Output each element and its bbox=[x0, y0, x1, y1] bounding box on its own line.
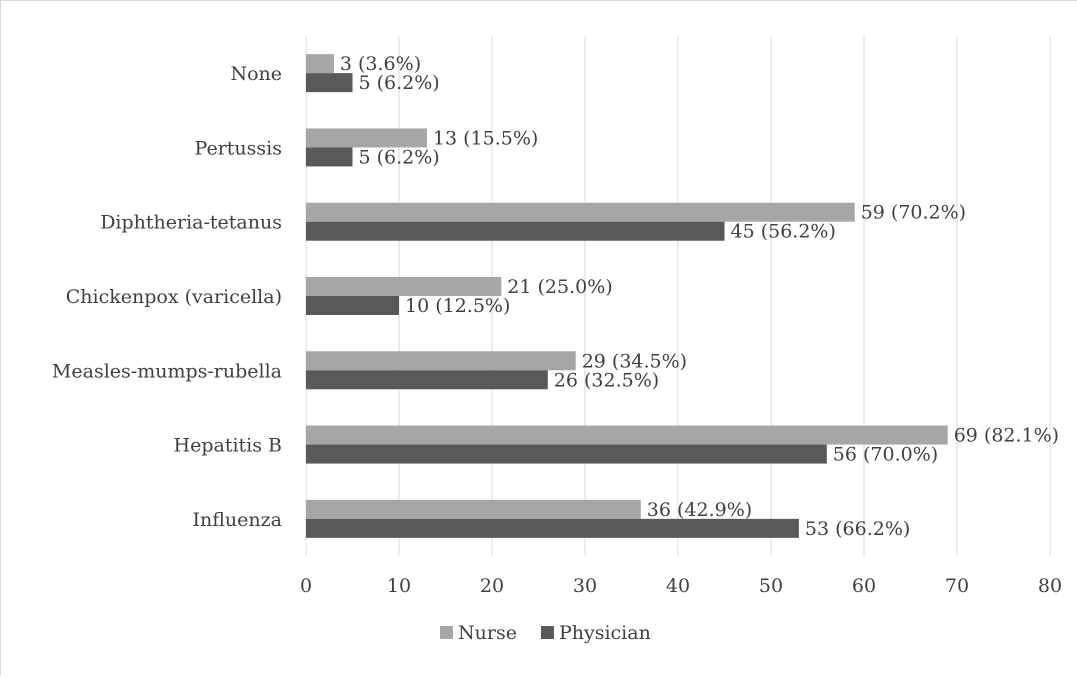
x-tick-label: 80 bbox=[1038, 575, 1062, 597]
category-label: Diphtheria-tetanus bbox=[100, 212, 282, 234]
x-tick-label: 20 bbox=[480, 575, 504, 597]
data-label-physician: 53 (66.2%) bbox=[805, 518, 910, 540]
data-label-physician: 26 (32.5%) bbox=[554, 369, 659, 391]
bar-physician-0 bbox=[306, 73, 353, 93]
grid-lines bbox=[305, 36, 1051, 556]
bar-nurse-0 bbox=[306, 54, 334, 74]
category-label: None bbox=[230, 63, 282, 85]
x-axis-tick-labels: 0 10 20 30 40 50 60 70 80 bbox=[300, 575, 1062, 597]
bar-physician-2 bbox=[306, 221, 725, 241]
category-label: Pertussis bbox=[195, 137, 282, 159]
data-label-physician: 45 (56.2%) bbox=[731, 221, 836, 243]
data-label-physician: 5 (6.2%) bbox=[359, 72, 440, 94]
data-label-nurse: 36 (42.9%) bbox=[647, 499, 752, 521]
data-label-nurse: 13 (15.5%) bbox=[433, 127, 538, 149]
bar-physician-4 bbox=[306, 370, 548, 390]
bar-nurse-4 bbox=[306, 351, 576, 371]
data-label-nurse: 29 (34.5%) bbox=[582, 350, 687, 372]
data-label-physician: 5 (6.2%) bbox=[359, 146, 440, 168]
legend-swatch-nurse bbox=[440, 626, 453, 639]
x-tick-label: 10 bbox=[387, 575, 411, 597]
legend-label-physician: Physician bbox=[559, 622, 651, 644]
bar-physician-1 bbox=[306, 147, 353, 167]
category-label: Chickenpox (varicella) bbox=[66, 286, 282, 308]
x-tick-label: 0 bbox=[300, 575, 312, 597]
bar-nurse-3 bbox=[306, 277, 502, 296]
x-tick-label: 40 bbox=[666, 575, 690, 597]
legend-swatch-physician bbox=[540, 626, 554, 639]
bar-physician-3 bbox=[306, 296, 399, 315]
bar-nurse-1 bbox=[306, 128, 427, 148]
category-label: Influenza bbox=[193, 509, 282, 531]
x-tick-label: 70 bbox=[945, 575, 969, 597]
data-label-nurse: 3 (3.6%) bbox=[340, 53, 421, 75]
data-labels: 3 (3.6%)5 (6.2%)13 (15.5%)5 (6.2%)59 (70… bbox=[340, 53, 1059, 540]
bar-physician-5 bbox=[306, 444, 827, 464]
data-label-nurse: 69 (82.1%) bbox=[954, 425, 1059, 447]
category-label: Hepatitis B bbox=[174, 435, 282, 457]
bar-nurse-5 bbox=[306, 425, 948, 445]
legend-label-nurse: Nurse bbox=[458, 622, 517, 644]
legend: Nurse Physician bbox=[440, 622, 651, 644]
data-label-nurse: 59 (70.2%) bbox=[861, 202, 966, 224]
bar-physician-6 bbox=[306, 518, 799, 538]
bar-nurse-6 bbox=[306, 499, 641, 519]
x-tick-label: 30 bbox=[573, 575, 597, 597]
x-tick-label: 60 bbox=[852, 575, 876, 597]
bar-nurse-2 bbox=[306, 202, 855, 222]
category-label: Measles-mumps-rubella bbox=[52, 360, 282, 382]
x-tick-label: 50 bbox=[759, 575, 783, 597]
data-label-physician: 10 (12.5%) bbox=[405, 295, 510, 317]
data-label-nurse: 21 (25.0%) bbox=[507, 276, 612, 298]
bars bbox=[306, 54, 948, 538]
category-labels: None Pertussis Diphtheria-tetanus Chickenpo… bbox=[52, 63, 282, 531]
data-label-physician: 56 (70.0%) bbox=[833, 444, 938, 466]
